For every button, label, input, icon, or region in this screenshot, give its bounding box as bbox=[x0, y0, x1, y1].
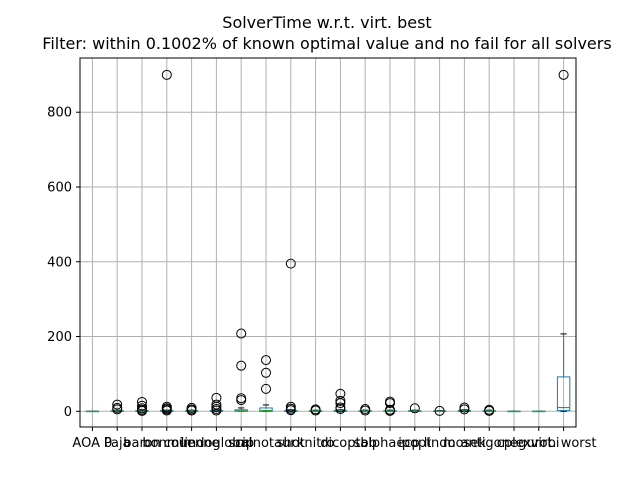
outlier-point bbox=[385, 396, 395, 407]
outlier-point bbox=[211, 392, 222, 403]
x-tick-label: cplex bbox=[497, 436, 532, 451]
outlier-point bbox=[261, 383, 271, 394]
y-tick-label: 600 bbox=[47, 180, 72, 195]
box-plot-15 bbox=[457, 402, 472, 415]
outlier-point bbox=[335, 395, 346, 406]
x-tick-label: bonmin bbox=[142, 436, 191, 451]
x-tick-label: virt. worst bbox=[531, 436, 597, 451]
box-plots bbox=[85, 69, 571, 416]
box-plot-6 bbox=[234, 328, 248, 412]
outlier-point bbox=[161, 401, 172, 412]
box-plot-10 bbox=[333, 388, 348, 415]
outlier-point bbox=[335, 388, 346, 399]
x-tick-label: ipopt bbox=[398, 436, 431, 451]
plot-frame bbox=[79, 57, 577, 428]
outlier-point bbox=[211, 399, 222, 410]
y-tick-label: 200 bbox=[47, 330, 72, 345]
outlier-point bbox=[285, 258, 296, 269]
x-tick-label: lindoglobal bbox=[181, 436, 252, 451]
chart-title: SolverTime w.r.t. virt. best bbox=[222, 13, 431, 32]
x-tick-label: Paja bbox=[104, 436, 131, 451]
outlier-point bbox=[236, 328, 247, 339]
box-plot-4 bbox=[184, 402, 199, 416]
outlier-point bbox=[409, 403, 420, 414]
outlier-point bbox=[385, 404, 395, 415]
box-plot-17 bbox=[507, 410, 521, 413]
x-tick-label: minotaur bbox=[236, 436, 296, 451]
box-plot-16 bbox=[482, 404, 496, 416]
grid bbox=[80, 58, 576, 427]
outlier-point bbox=[335, 402, 346, 413]
outlier-point bbox=[261, 367, 271, 378]
box-plot-1 bbox=[110, 399, 124, 415]
y-tick-label: 800 bbox=[47, 106, 72, 121]
x-tick-label: mosek bbox=[443, 436, 486, 451]
x-tick-label: alphaecp bbox=[360, 436, 419, 451]
outlier-point bbox=[310, 404, 321, 415]
outlier-point bbox=[112, 402, 123, 413]
outlier-point bbox=[236, 393, 247, 404]
iqr-box bbox=[259, 407, 273, 412]
outlier-point bbox=[360, 404, 371, 415]
x-tick-label: lindo bbox=[424, 436, 456, 451]
x-tick-label: gurobi bbox=[518, 436, 559, 451]
box-plot-3 bbox=[160, 69, 174, 416]
x-tick-label: shot bbox=[277, 436, 305, 451]
x-tick-label: antigone bbox=[461, 436, 518, 451]
box-plot-0 bbox=[85, 410, 100, 413]
y-tick-label: 0 bbox=[64, 405, 72, 420]
box-plot-7 bbox=[259, 355, 273, 412]
outlier-point bbox=[161, 69, 172, 80]
axes: 0 200 400 600 800 AOA 0Pajabaronbonmincouenne… bbox=[47, 106, 596, 451]
x-tick-label: scip bbox=[228, 436, 254, 451]
x-tick-label: sbb bbox=[354, 436, 377, 451]
box-plot-14 bbox=[432, 405, 447, 416]
x-tick-label: couenne bbox=[164, 436, 220, 451]
box-plot-13 bbox=[408, 403, 422, 414]
outlier-point bbox=[186, 402, 197, 413]
outlier-point bbox=[137, 396, 147, 407]
box-plot-9 bbox=[308, 404, 323, 416]
outlier-point bbox=[137, 400, 147, 411]
box-plot-8 bbox=[284, 258, 298, 416]
x-tick-label: dicopt bbox=[320, 436, 360, 451]
iqr-box bbox=[556, 376, 571, 412]
outlier-point bbox=[236, 360, 247, 371]
outlier-point bbox=[112, 399, 123, 410]
x-tick-label: AOA 0 bbox=[72, 436, 112, 451]
outlier-point bbox=[434, 405, 445, 416]
box-plot-2 bbox=[135, 396, 149, 416]
box-plot-5 bbox=[209, 392, 224, 416]
outlier-point bbox=[211, 404, 222, 415]
y-tick-label: 400 bbox=[47, 255, 72, 270]
outlier-point bbox=[558, 69, 569, 80]
outlier-point bbox=[285, 401, 296, 412]
box-plot-11 bbox=[358, 404, 372, 416]
x-tick-label: knitro bbox=[297, 436, 335, 451]
x-tick-label: baron bbox=[123, 436, 160, 451]
box-plot-12 bbox=[383, 396, 397, 416]
outlier-point bbox=[484, 404, 495, 415]
outlier-point bbox=[261, 355, 271, 366]
outlier-point bbox=[459, 402, 470, 413]
outlier-point bbox=[137, 403, 147, 414]
chart-subtitle: Filter: within 0.1002% of known optimal … bbox=[42, 34, 611, 53]
box-plot-19 bbox=[556, 69, 571, 412]
box-plot-18 bbox=[532, 410, 546, 413]
